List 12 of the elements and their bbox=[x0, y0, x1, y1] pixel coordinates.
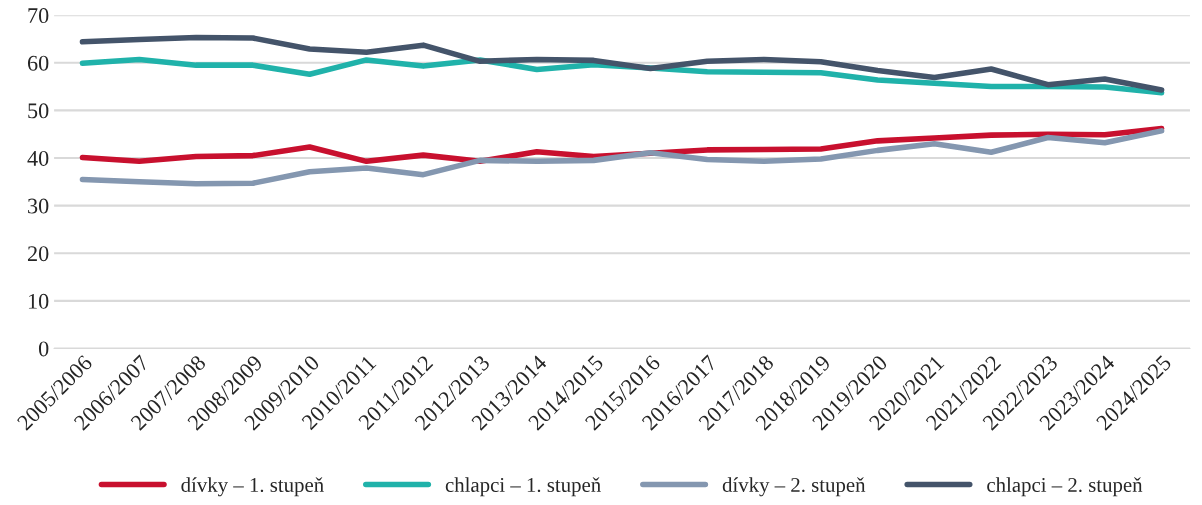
legend-label: dívky – 1. stupeň bbox=[181, 477, 324, 497]
y-tick-label: 10 bbox=[28, 293, 49, 309]
legend-label: dívky – 2. stupeň bbox=[722, 477, 866, 497]
y-tick-label: 40 bbox=[27, 150, 49, 166]
legend-label: chlapci – 1. stupeň bbox=[445, 477, 601, 497]
y-tick-label: 60 bbox=[27, 55, 49, 71]
y-tick-label: 20 bbox=[27, 246, 49, 262]
y-tick-label: 0 bbox=[38, 341, 49, 357]
legend-label: chlapci – 2. stupeň bbox=[987, 477, 1143, 497]
y-tick-label: 50 bbox=[28, 103, 49, 119]
y-tick-label: 70 bbox=[28, 8, 49, 24]
y-tick-label: 30 bbox=[28, 198, 49, 214]
